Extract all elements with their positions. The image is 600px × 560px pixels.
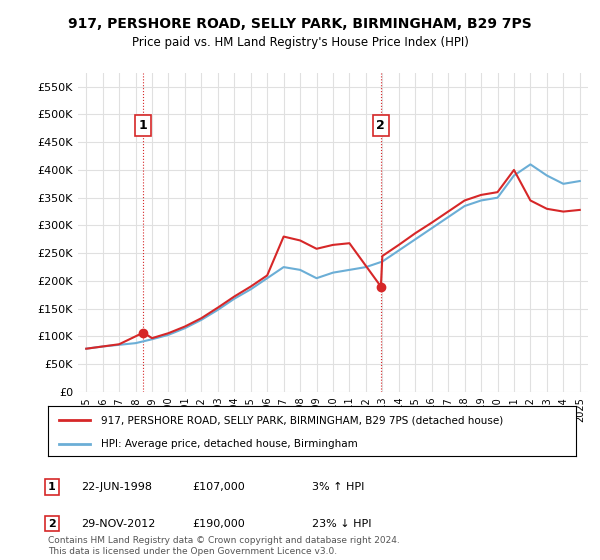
Text: 3% ↑ HPI: 3% ↑ HPI (312, 482, 364, 492)
Text: £190,000: £190,000 (192, 519, 245, 529)
Text: 917, PERSHORE ROAD, SELLY PARK, BIRMINGHAM, B29 7PS (detached house): 917, PERSHORE ROAD, SELLY PARK, BIRMINGH… (101, 415, 503, 425)
Text: 2: 2 (48, 519, 56, 529)
Text: 29-NOV-2012: 29-NOV-2012 (81, 519, 155, 529)
Text: 2: 2 (376, 119, 385, 132)
Text: 1: 1 (139, 119, 148, 132)
Text: HPI: Average price, detached house, Birmingham: HPI: Average price, detached house, Birm… (101, 439, 358, 449)
Text: 22-JUN-1998: 22-JUN-1998 (81, 482, 152, 492)
Text: 917, PERSHORE ROAD, SELLY PARK, BIRMINGHAM, B29 7PS: 917, PERSHORE ROAD, SELLY PARK, BIRMINGH… (68, 17, 532, 31)
Text: Contains HM Land Registry data © Crown copyright and database right 2024.
This d: Contains HM Land Registry data © Crown c… (48, 536, 400, 556)
Text: Price paid vs. HM Land Registry's House Price Index (HPI): Price paid vs. HM Land Registry's House … (131, 36, 469, 49)
Text: 1: 1 (48, 482, 56, 492)
Text: £107,000: £107,000 (192, 482, 245, 492)
Text: 23% ↓ HPI: 23% ↓ HPI (312, 519, 371, 529)
